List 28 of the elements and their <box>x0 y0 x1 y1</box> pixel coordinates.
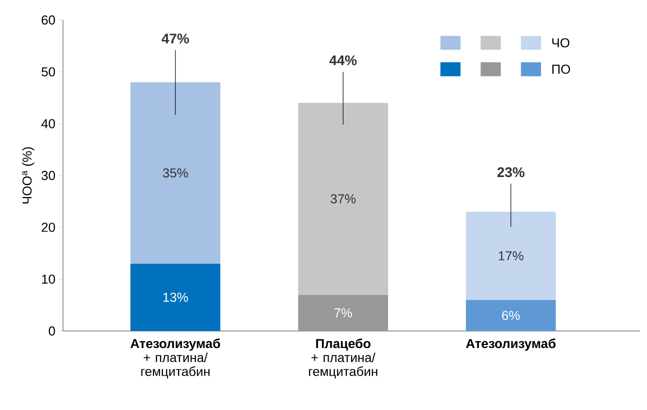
data-label: 37% <box>330 194 356 204</box>
y-tick-label: 30 <box>42 170 55 180</box>
data-label: 7% <box>334 308 352 318</box>
y-tick-label: 10 <box>42 274 55 284</box>
x-tick-label: Атезолизумаб + платина/ гемцитабин <box>130 338 220 378</box>
data-label: 13% <box>163 292 188 302</box>
x-tick-label: Атезолизумаб <box>466 338 556 351</box>
bar <box>466 300 556 331</box>
y-tick-label: 40 <box>41 119 55 128</box>
total-label: 47% <box>162 34 189 44</box>
y-tick-label: 50 <box>42 67 55 76</box>
bar <box>298 294 388 331</box>
bar <box>298 102 388 295</box>
bar <box>130 82 220 264</box>
y-tick-label: 20 <box>42 222 55 232</box>
bar <box>466 212 556 300</box>
total-label: 44% <box>329 55 357 66</box>
total-label: 23% <box>497 167 524 178</box>
y-tick-label: 0 <box>48 326 55 336</box>
y-axis-title: ЧОО$^{а}$ (%) <box>22 147 34 204</box>
legend-label: ПО <box>552 64 570 74</box>
data-label: 35% <box>162 168 188 178</box>
y-tick-label: 60 <box>42 15 55 25</box>
bar <box>130 264 220 331</box>
legend-label: ЧО <box>552 38 570 48</box>
data-label: 17% <box>498 251 524 260</box>
x-tick-label: Плацебо + платина/ гемцитабин <box>309 338 378 378</box>
data-label: 6% <box>502 310 520 320</box>
